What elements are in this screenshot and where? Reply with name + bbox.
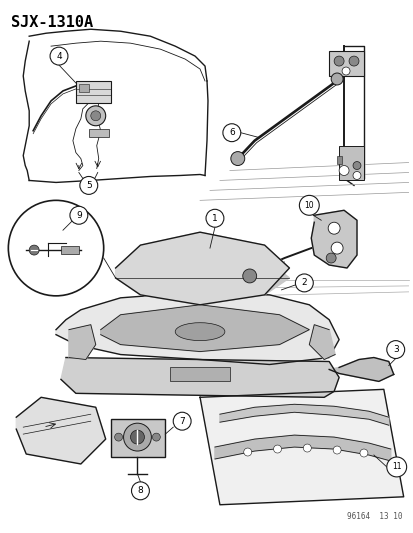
Bar — [61, 246, 78, 254]
Circle shape — [50, 47, 68, 65]
Text: 5: 5 — [86, 181, 91, 190]
Polygon shape — [100, 305, 309, 352]
Ellipse shape — [175, 322, 224, 341]
Circle shape — [70, 206, 88, 224]
Text: 9: 9 — [76, 211, 81, 220]
Circle shape — [173, 412, 191, 430]
Circle shape — [131, 482, 149, 500]
Text: 2: 2 — [301, 278, 306, 287]
Polygon shape — [309, 325, 335, 360]
Text: 8: 8 — [137, 486, 143, 495]
Polygon shape — [115, 232, 289, 305]
Circle shape — [332, 446, 340, 454]
Circle shape — [80, 176, 97, 195]
Text: 96164  13 10: 96164 13 10 — [347, 512, 402, 521]
Polygon shape — [328, 358, 393, 382]
Circle shape — [325, 253, 335, 263]
Circle shape — [222, 124, 240, 142]
Bar — [76, 81, 110, 103]
Circle shape — [273, 445, 281, 453]
Circle shape — [90, 111, 100, 121]
Circle shape — [359, 449, 367, 457]
Circle shape — [242, 269, 256, 283]
Text: 3: 3 — [392, 345, 398, 354]
Polygon shape — [219, 404, 388, 425]
Circle shape — [386, 341, 404, 359]
Polygon shape — [69, 325, 95, 360]
Bar — [336, 156, 341, 164]
Circle shape — [303, 444, 311, 452]
Bar — [170, 367, 229, 382]
Text: 10: 10 — [304, 201, 313, 210]
Bar — [110, 419, 165, 457]
Circle shape — [130, 430, 144, 444]
Circle shape — [29, 245, 39, 255]
Polygon shape — [199, 389, 403, 505]
Circle shape — [8, 200, 103, 296]
Text: 6: 6 — [228, 128, 234, 137]
Circle shape — [123, 423, 151, 451]
Circle shape — [152, 433, 160, 441]
Circle shape — [330, 73, 342, 85]
Circle shape — [352, 161, 360, 169]
Circle shape — [299, 196, 318, 215]
Circle shape — [386, 457, 406, 477]
Bar — [78, 84, 88, 92]
Circle shape — [295, 274, 313, 292]
Circle shape — [243, 448, 251, 456]
Circle shape — [230, 151, 244, 166]
Polygon shape — [56, 292, 338, 365]
Circle shape — [341, 67, 349, 75]
Text: 11: 11 — [391, 463, 401, 472]
Bar — [338, 146, 363, 181]
Polygon shape — [214, 435, 390, 461]
Circle shape — [333, 56, 343, 66]
Text: 4: 4 — [56, 52, 62, 61]
Circle shape — [330, 242, 342, 254]
Circle shape — [352, 172, 360, 180]
Polygon shape — [61, 358, 338, 397]
Circle shape — [206, 209, 223, 227]
Circle shape — [338, 166, 348, 175]
Bar — [328, 51, 363, 76]
Polygon shape — [115, 248, 289, 305]
Text: 7: 7 — [179, 417, 185, 426]
Circle shape — [348, 56, 358, 66]
Bar — [88, 129, 108, 136]
Polygon shape — [16, 397, 105, 464]
Circle shape — [114, 433, 122, 441]
Text: 1: 1 — [211, 214, 217, 223]
Circle shape — [328, 222, 339, 234]
Text: SJX-1310A: SJX-1310A — [11, 15, 93, 30]
Circle shape — [85, 106, 105, 126]
Polygon shape — [311, 211, 356, 268]
